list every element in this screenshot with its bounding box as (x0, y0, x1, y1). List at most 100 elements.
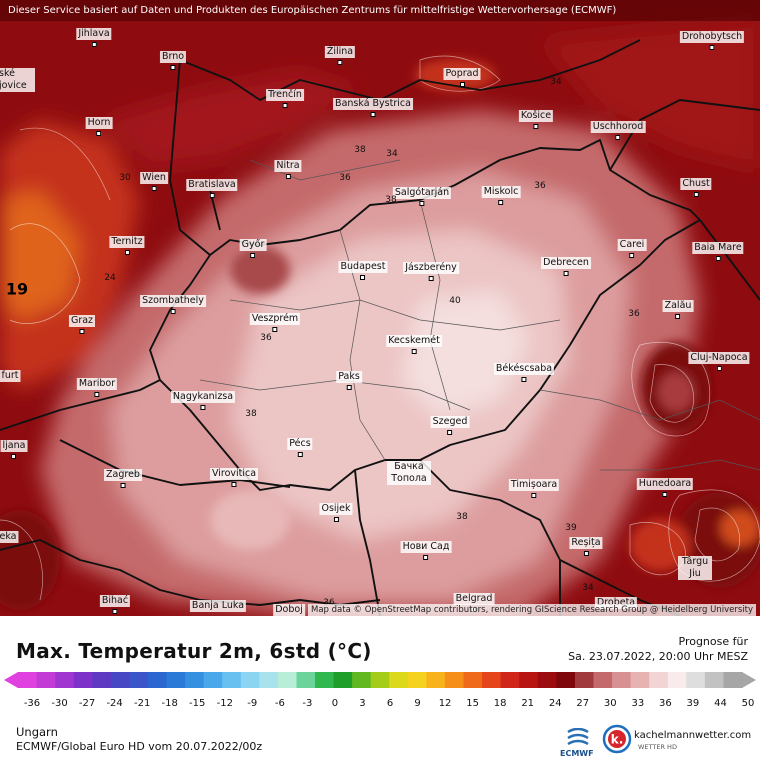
temperature-value: 38 (456, 512, 468, 522)
city-label[interactable]: Virovitica (209, 468, 259, 487)
scale-swatch (389, 672, 409, 688)
city-label[interactable]: Baia Mare (692, 242, 744, 261)
scale-tick-label: 33 (631, 698, 645, 709)
city-label[interactable]: eka (0, 531, 19, 543)
city-label[interactable]: Trenčín (266, 89, 304, 108)
city-label[interactable]: Osijek (319, 503, 353, 522)
scale-tick-label: 50 (741, 698, 755, 709)
city-label[interactable]: Paks (336, 371, 362, 390)
city-label[interactable]: Banská Bystrica (333, 98, 413, 117)
region-label: Ungarn (16, 725, 58, 739)
temperature-value: 38 (354, 145, 366, 155)
scale-swatch (73, 672, 93, 688)
city-label[interactable]: Veszprém (249, 313, 301, 332)
scale-tick-label: 21 (521, 698, 535, 709)
city-label[interactable]: Reșița (569, 537, 603, 556)
scale-tick-label: 15 (466, 698, 479, 709)
scale-swatch (110, 672, 130, 688)
city-label[interactable]: ljana (0, 440, 28, 459)
kachelmann-logo-icon[interactable]: k. (602, 724, 632, 754)
city-label[interactable]: Brno (159, 51, 187, 70)
city-label[interactable]: Carei (617, 239, 647, 258)
city-label[interactable]: Бачка Топола (387, 461, 431, 485)
scale-swatch (147, 672, 168, 688)
scale-swatch (519, 672, 539, 688)
chart-title: Max. Temperatur 2m, 6std (°C) (16, 639, 372, 663)
city-label[interactable]: Jászberény (403, 262, 459, 281)
city-label[interactable]: Žilina (324, 46, 356, 65)
scale-swatch (463, 672, 483, 688)
city-label[interactable]: Szombathely (140, 295, 206, 314)
scale-tick-label: -9 (247, 698, 258, 709)
temperature-map[interactable]: Dieser Service basiert auf Daten und Pro… (0, 0, 760, 616)
city-label[interactable]: Salgótarján (392, 187, 452, 206)
city-label[interactable]: Wien (140, 172, 168, 191)
city-label[interactable]: Kecskemét (386, 335, 442, 354)
scale-swatch (277, 672, 298, 688)
city-label[interactable]: Horn (85, 117, 113, 136)
city-label[interactable]: Ternitz (109, 236, 145, 255)
scale-tick-label: -18 (161, 698, 178, 709)
city-label[interactable]: Debrecen (541, 257, 591, 276)
city-label[interactable]: Uschhorod (590, 121, 646, 140)
temperature-value: 34 (582, 583, 594, 593)
scale-swatch (593, 672, 613, 688)
scale-tick-label: 30 (603, 698, 617, 709)
scale-tick-label: 0 (331, 698, 339, 709)
city-label[interactable]: Timișoara (508, 479, 560, 498)
city-label[interactable]: Pécs (287, 438, 313, 457)
city-label[interactable]: Bratislava (186, 179, 238, 198)
scale-swatch (500, 672, 520, 688)
city-label[interactable]: Nitra (274, 160, 302, 179)
scale-swatch (129, 672, 149, 688)
scale-swatch (240, 672, 260, 688)
scale-swatch (55, 672, 75, 688)
city-label[interactable]: Maribor (76, 378, 118, 397)
temperature-value: 38 (245, 409, 257, 419)
city-label[interactable]: Győr (239, 239, 267, 258)
scale-swatch (612, 672, 632, 688)
city-label[interactable]: Szeged (430, 416, 470, 435)
scale-swatch (315, 672, 335, 688)
city-label[interactable]: Graz (68, 315, 96, 334)
city-label[interactable]: Nagykanizsa (170, 391, 236, 410)
city-label[interactable]: ské jovice (0, 68, 35, 92)
source-disclaimer-banner: Dieser Service basiert auf Daten und Pro… (0, 0, 760, 21)
scale-swatch (370, 672, 390, 688)
scale-tick-label: 27 (576, 698, 590, 709)
city-label[interactable]: Banja Luka (189, 600, 247, 612)
ecmwf-emblem-icon (567, 727, 589, 746)
brand-name[interactable]: kachelmannwetter.com (634, 730, 752, 741)
scale-tick-label: -6 (274, 698, 285, 709)
temperature-value: 36 (628, 309, 640, 319)
city-label[interactable]: Cluj-Napoca (688, 352, 750, 371)
city-label[interactable]: Bihać (99, 595, 131, 614)
scale-tick-label: 6 (386, 698, 394, 709)
city-label[interactable]: Târgu Jiu (678, 556, 712, 580)
city-label[interactable]: Poprad (443, 68, 481, 87)
city-label[interactable]: Chust (680, 178, 712, 197)
scale-tick-label: 36 (659, 698, 672, 709)
city-label[interactable]: Miskolc (481, 186, 521, 205)
city-label[interactable]: Hunedoara (636, 478, 694, 497)
city-label[interactable]: Košice (518, 110, 554, 129)
city-label[interactable]: Jihlava (76, 28, 112, 47)
scale-swatch (185, 672, 205, 688)
map-attribution[interactable]: Map data © OpenStreetMap contributors, r… (308, 604, 756, 616)
city-label[interactable]: furt (0, 370, 21, 382)
scale-tick-label: 3 (359, 698, 366, 709)
city-label[interactable]: Drohobytsch (679, 31, 745, 50)
city-label[interactable]: Zalău (662, 300, 694, 319)
scale-swatch (18, 672, 38, 688)
city-label[interactable]: Zagreb (104, 469, 142, 488)
scale-tick-label: 39 (686, 698, 700, 709)
scale-tick-label: 44 (714, 698, 727, 709)
scale-swatch (426, 672, 446, 688)
city-label[interactable]: Békéscsaba (493, 363, 555, 382)
legend-panel: Max. Temperatur 2m, 6std (°C) Prognose f… (0, 616, 760, 760)
scale-swatch (92, 672, 112, 688)
city-label[interactable]: Нови Сад (400, 541, 452, 560)
city-label[interactable]: Budapest (338, 261, 388, 280)
ecmwf-logo[interactable]: ECMWF (560, 727, 598, 758)
city-label[interactable]: Doboj (273, 604, 305, 616)
